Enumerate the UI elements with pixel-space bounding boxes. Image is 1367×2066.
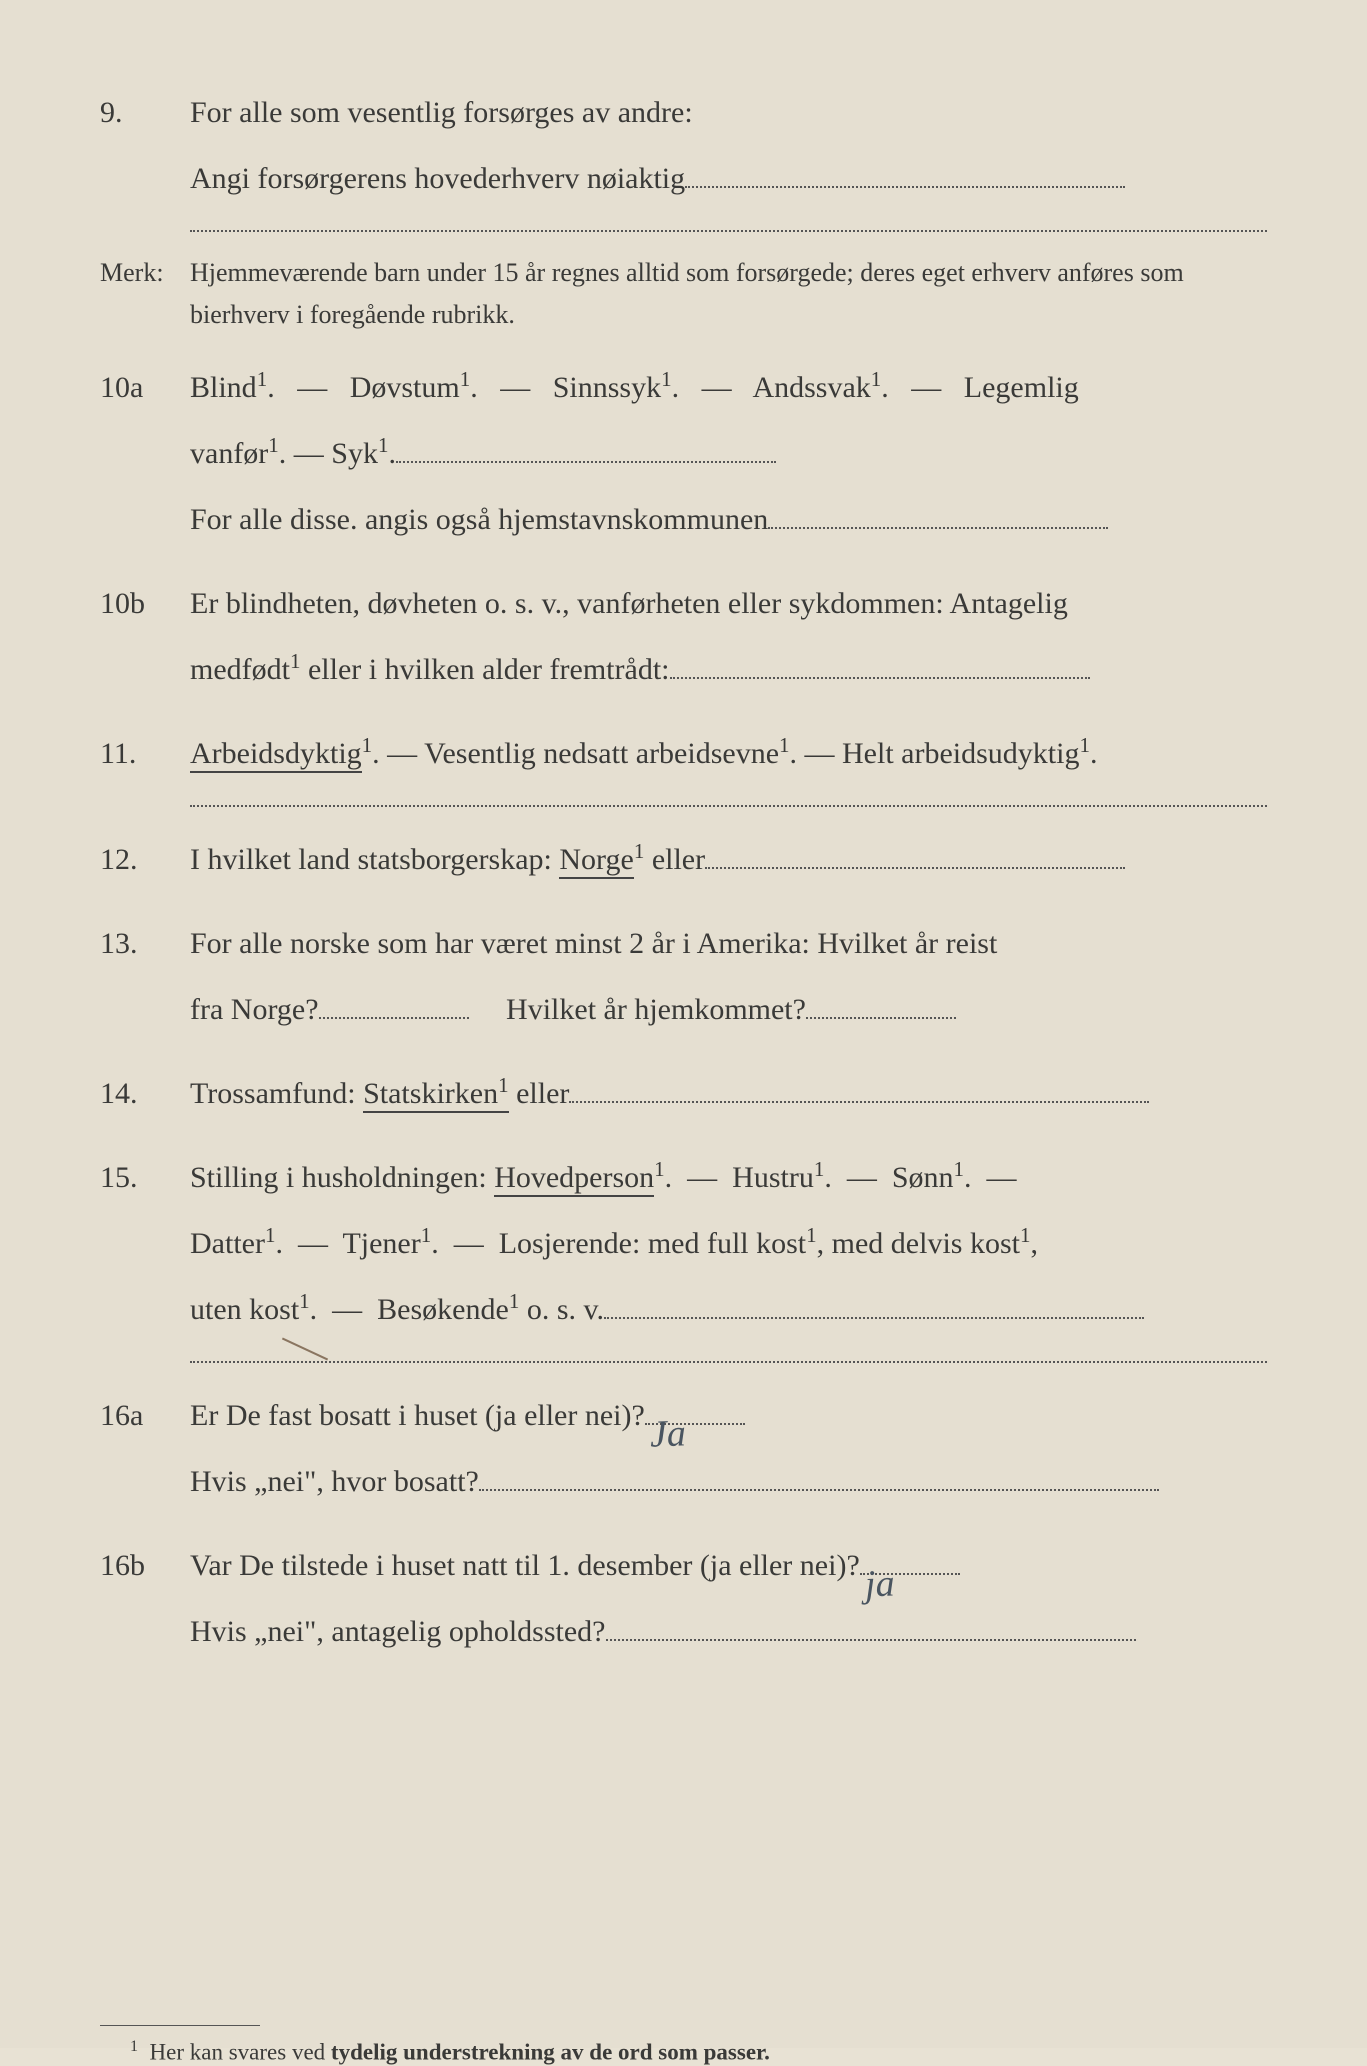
q16b-number: 16b bbox=[100, 1533, 190, 1665]
q15-number: 15. bbox=[100, 1145, 190, 1343]
q12-text1: I hvilket land statsborgerskap: bbox=[190, 843, 559, 876]
q9-content: For alle som vesentlig forsørges av andr… bbox=[190, 80, 1267, 212]
q15-uten: uten kost bbox=[190, 1293, 299, 1326]
question-10b: 10b Er blindheten, døvheten o. s. v., va… bbox=[100, 571, 1267, 703]
q10a-blind: Blind bbox=[190, 371, 257, 404]
footnote-marker: 1 bbox=[130, 2038, 138, 2055]
merk-note: Merk: Hjemmeværende barn under 15 år reg… bbox=[100, 252, 1267, 335]
q16a-line1: Er De fast bosatt i huset (ja eller nei)… bbox=[190, 1399, 645, 1432]
question-12: 12. I hvilket land statsborgerskap: Norg… bbox=[100, 827, 1267, 893]
q9-line2: Angi forsørgerens hovederhverv nøiaktig bbox=[190, 162, 685, 195]
question-14: 14. Trossamfund: Statskirken1 eller bbox=[100, 1061, 1267, 1127]
q10b-fill bbox=[670, 677, 1090, 679]
question-13: 13. For alle norske som har været minst … bbox=[100, 911, 1267, 1043]
q16a-answer-handwritten: Ja bbox=[648, 1393, 687, 1478]
footnote-text1: Her kan svares ved bbox=[150, 2040, 331, 2065]
q10a-dovstum: Døvstum bbox=[350, 371, 460, 404]
q16b-line1: Var De tilstede i huset natt til 1. dese… bbox=[190, 1549, 860, 1582]
question-16b: 16b Var De tilstede i huset natt til 1. … bbox=[100, 1533, 1267, 1665]
q15-tjener: Tjener bbox=[342, 1227, 420, 1260]
q13-content: For alle norske som har været minst 2 år… bbox=[190, 911, 1267, 1043]
q13-number: 13. bbox=[100, 911, 190, 1043]
q14-text2: eller bbox=[516, 1077, 569, 1110]
q12-number: 12. bbox=[100, 827, 190, 893]
question-10a: 10a Blind1. — Døvstum1. — Sinnssyk1. — A… bbox=[100, 355, 1267, 553]
q10a-syk: Syk bbox=[331, 437, 378, 470]
q13-line1: For alle norske som har været minst 2 år… bbox=[190, 927, 997, 960]
q14-statskirken-underlined: Statskirken1 bbox=[363, 1077, 509, 1113]
q10a-line3: For alle disse. angis også hjemstavnskom… bbox=[190, 503, 768, 536]
q15-datter: Datter bbox=[190, 1227, 265, 1260]
q13-line2b: Hvilket år hjemkommet? bbox=[506, 993, 806, 1026]
q10a-andssvak: Andssvak bbox=[752, 371, 870, 404]
q16a-number: 16a bbox=[100, 1383, 190, 1515]
q10a-legemlig: Legemlig bbox=[964, 371, 1079, 404]
q10b-line1: Er blindheten, døvheten o. s. v., vanfør… bbox=[190, 587, 1068, 620]
q10a-sinnssyk: Sinnssyk bbox=[553, 371, 661, 404]
merk-label: Merk: bbox=[100, 252, 190, 335]
q13-line2a: fra Norge? bbox=[190, 993, 319, 1026]
q15-text1: Stilling i husholdningen: bbox=[190, 1161, 494, 1194]
q14-content: Trossamfund: Statskirken1 eller bbox=[190, 1061, 1267, 1127]
q11-continuation-line bbox=[190, 805, 1267, 807]
q15-hovedperson-underlined: Hovedperson bbox=[494, 1161, 654, 1197]
q10a-vanfor: vanfør bbox=[190, 437, 268, 470]
q15-continuation-line bbox=[190, 1361, 1267, 1363]
q12-text2: eller bbox=[652, 843, 705, 876]
q16a-answer-line: Ja bbox=[645, 1423, 745, 1425]
stray-mark bbox=[282, 1338, 328, 1361]
q10b-number: 10b bbox=[100, 571, 190, 703]
q9-fill-line bbox=[685, 186, 1125, 188]
footnote-bold: tydelig understrekning av de ord som pas… bbox=[331, 2040, 770, 2065]
q14-number: 14. bbox=[100, 1061, 190, 1127]
q11-nedsatt: Vesentlig nedsatt arbeidsevne bbox=[424, 737, 779, 770]
q13-fill2 bbox=[806, 1017, 956, 1019]
question-16a: 16a Er De fast bosatt i huset (ja eller … bbox=[100, 1383, 1267, 1515]
q10a-number: 10a bbox=[100, 355, 190, 553]
q11-arbeidsdyktig-underlined: Arbeidsdyktig bbox=[190, 737, 362, 773]
q10a-fill2 bbox=[768, 527, 1108, 529]
q16b-answer-handwritten: ja bbox=[863, 1543, 895, 1628]
q9-line1: For alle som vesentlig forsørges av andr… bbox=[190, 96, 693, 129]
q16b-content: Var De tilstede i huset natt til 1. dese… bbox=[190, 1533, 1267, 1665]
q12-content: I hvilket land statsborgerskap: Norge1 e… bbox=[190, 827, 1267, 893]
q10b-content: Er blindheten, døvheten o. s. v., vanfør… bbox=[190, 571, 1267, 703]
q11-udyktig: Helt arbeidsudyktig bbox=[842, 737, 1079, 770]
q10b-line2b: eller i hvilken alder fremtrådt: bbox=[300, 653, 669, 686]
document-page: 9. For alle som vesentlig forsørges av a… bbox=[0, 0, 1367, 2048]
q10a-fill bbox=[396, 461, 776, 463]
q15-content: Stilling i husholdningen: Hovedperson1. … bbox=[190, 1145, 1267, 1343]
q16b-line2: Hvis „nei", antagelig opholdssted? bbox=[190, 1615, 606, 1648]
q10a-content: Blind1. — Døvstum1. — Sinnssyk1. — Andss… bbox=[190, 355, 1267, 553]
q15-losjerende: Losjerende: med full kost bbox=[499, 1227, 806, 1260]
q15-delvis: , med delvis kost bbox=[817, 1227, 1020, 1260]
q9-number: 9. bbox=[100, 80, 190, 212]
q16a-fill bbox=[479, 1489, 1159, 1491]
q15-sonn: Sønn bbox=[892, 1161, 954, 1194]
q15-hustru: Hustru bbox=[732, 1161, 814, 1194]
q12-fill bbox=[705, 867, 1125, 869]
q15-besokende: Besøkende bbox=[377, 1293, 509, 1326]
q9-continuation-line bbox=[190, 230, 1267, 232]
q11-number: 11. bbox=[100, 721, 190, 787]
q16a-content: Er De fast bosatt i huset (ja eller nei)… bbox=[190, 1383, 1267, 1515]
q14-fill bbox=[569, 1101, 1149, 1103]
q14-text1: Trossamfund: bbox=[190, 1077, 363, 1110]
q15-osv: o. s. v. bbox=[519, 1293, 604, 1326]
question-11: 11. Arbeidsdyktig1. — Vesentlig nedsatt … bbox=[100, 721, 1267, 787]
footnote: 1 Her kan svares ved tydelig understrekn… bbox=[100, 2038, 1267, 2066]
footnote-rule bbox=[100, 2025, 260, 2026]
q10b-medfodt: medfødt bbox=[190, 653, 290, 686]
question-9: 9. For alle som vesentlig forsørges av a… bbox=[100, 80, 1267, 212]
q11-content: Arbeidsdyktig1. — Vesentlig nedsatt arbe… bbox=[190, 721, 1267, 787]
merk-text: Hjemmeværende barn under 15 år regnes al… bbox=[190, 252, 1267, 335]
q16b-fill bbox=[606, 1639, 1136, 1641]
question-15: 15. Stilling i husholdningen: Hovedperso… bbox=[100, 1145, 1267, 1343]
q16b-answer-line: ja bbox=[860, 1573, 960, 1575]
q16a-line2: Hvis „nei", hvor bosatt? bbox=[190, 1465, 479, 1498]
q12-norge-underlined: Norge bbox=[559, 843, 633, 879]
q13-fill1 bbox=[319, 1017, 469, 1019]
q15-fill bbox=[604, 1317, 1144, 1319]
